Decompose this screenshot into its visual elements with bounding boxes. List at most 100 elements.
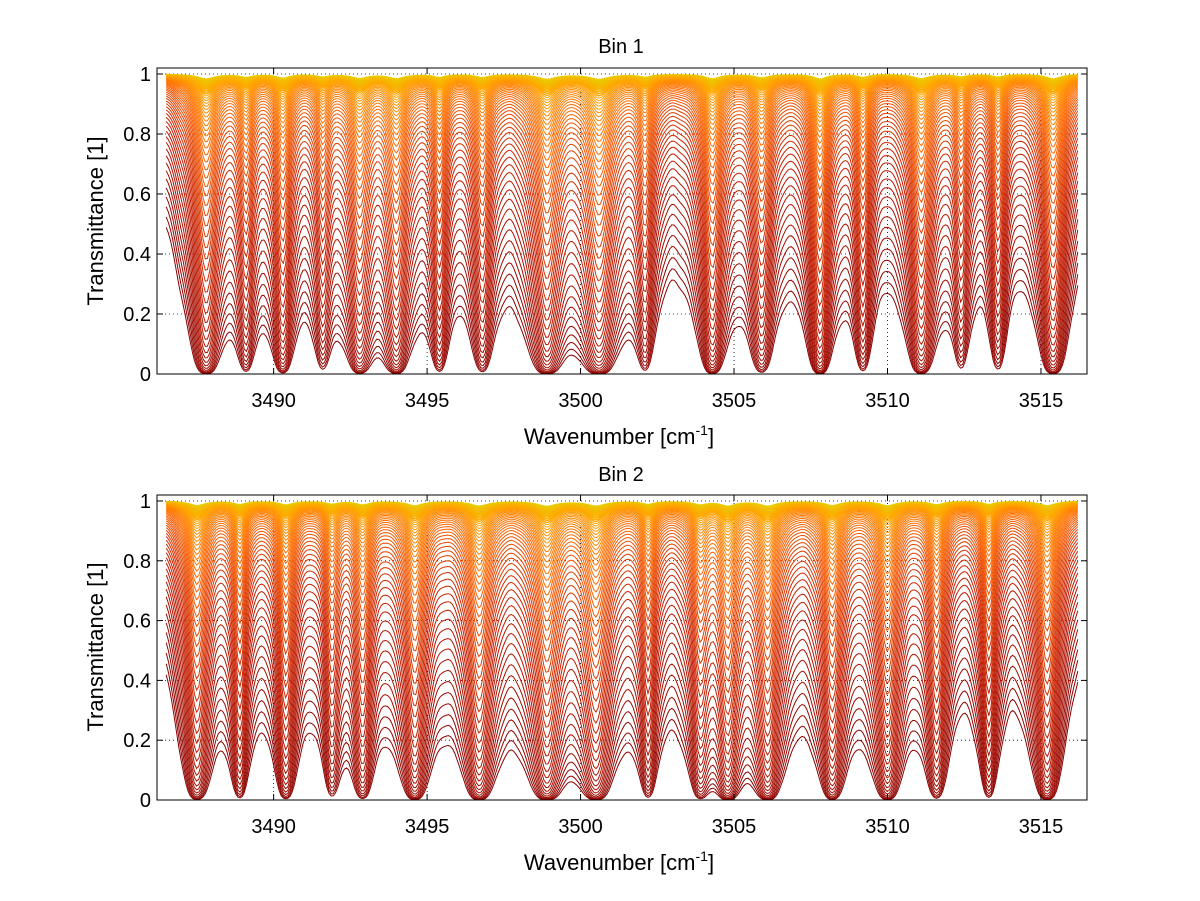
spectrum-line bbox=[165, 632, 1079, 799]
spectrum-line bbox=[165, 604, 1079, 792]
spectrum-line bbox=[165, 148, 1079, 359]
y-tick-label: 0.8 bbox=[123, 124, 151, 146]
spectrum-line bbox=[165, 513, 1079, 596]
spectrum-line bbox=[165, 103, 1079, 271]
y-ticks: 0 0.2 0.4 0.6 0.8 1 bbox=[123, 491, 1087, 812]
spectrum-line bbox=[166, 76, 1078, 107]
spectrum-line bbox=[166, 77, 1078, 110]
spectrum-line bbox=[165, 568, 1079, 765]
x-axis-label-text: Wavenumber [cm bbox=[524, 424, 696, 449]
spectrum-line bbox=[165, 552, 1079, 739]
spectrum-line bbox=[165, 170, 1079, 369]
y-tick-label: 1 bbox=[140, 64, 151, 86]
x-axis-label-end: ] bbox=[708, 850, 714, 875]
plot-area-frame bbox=[156, 67, 1088, 375]
x-tick-label: 3510 bbox=[865, 816, 910, 838]
y-tick-label: 0.8 bbox=[123, 551, 151, 573]
y-tick-label: 0.2 bbox=[123, 304, 151, 326]
spectrum-line bbox=[166, 84, 1079, 170]
spectrum-line bbox=[165, 613, 1079, 795]
spectrum-line bbox=[165, 520, 1079, 631]
x-tick-label: 3500 bbox=[558, 390, 603, 412]
spectrum-line bbox=[166, 506, 1078, 548]
y-axis-label: Transmittance [1] bbox=[83, 562, 108, 731]
spectrum-line bbox=[165, 674, 1079, 801]
spectrum-line bbox=[165, 588, 1079, 784]
x-ticks: 3490 3495 3500 3505 3510 3515 bbox=[251, 495, 1063, 838]
spectrum-line bbox=[165, 95, 1079, 237]
spectrum-line bbox=[166, 507, 1078, 553]
spectrum-line bbox=[165, 91, 1079, 216]
x-ticks: 3490 3495 3500 3505 3510 3515 bbox=[251, 68, 1063, 412]
spectrum-line bbox=[166, 503, 1078, 528]
x-tick-label: 3500 bbox=[558, 816, 603, 838]
spectrum-line bbox=[165, 547, 1079, 728]
spectrum-line bbox=[165, 516, 1079, 613]
y-tick-label: 0.6 bbox=[123, 184, 151, 206]
spectrum-line bbox=[165, 106, 1079, 282]
spectrum-line bbox=[165, 113, 1079, 303]
spectrum-line bbox=[165, 527, 1079, 662]
spectrum-line bbox=[165, 216, 1079, 375]
spectrum-line bbox=[166, 79, 1079, 126]
spectrum-line bbox=[166, 85, 1079, 178]
spectrum-line bbox=[166, 88, 1079, 196]
spectrum-line bbox=[165, 100, 1079, 259]
spectrum-line bbox=[165, 522, 1079, 641]
spectrum-line bbox=[165, 97, 1079, 248]
spectrum-line bbox=[166, 79, 1079, 131]
spectrum-line bbox=[165, 529, 1079, 673]
x-tick-label: 3490 bbox=[251, 390, 296, 412]
x-tick-label: 3505 bbox=[712, 816, 757, 838]
y-tick-label: 0 bbox=[140, 364, 151, 386]
y-ticks: 0 0.2 0.4 0.6 0.8 1 bbox=[123, 64, 1087, 386]
spectrum-line bbox=[166, 509, 1078, 568]
spectrum-line bbox=[165, 574, 1079, 772]
spectrum-line bbox=[165, 515, 1079, 604]
x-axis-label-end: ] bbox=[708, 424, 714, 449]
spectrum-line bbox=[165, 155, 1079, 363]
spectrum-line bbox=[166, 80, 1079, 142]
x-axis-label: Wavenumber [cm-1] bbox=[524, 848, 714, 875]
y-tick-label: 0.6 bbox=[123, 611, 151, 633]
spectrum-line bbox=[166, 80, 1079, 137]
spectra-series bbox=[165, 73, 1079, 375]
plot-area-frame bbox=[156, 494, 1088, 801]
spectrum-line bbox=[166, 78, 1079, 122]
spectrum-line bbox=[166, 76, 1078, 101]
x-axis-label-superscript: -1 bbox=[696, 848, 709, 864]
spectrum-line bbox=[165, 117, 1079, 313]
spectrum-line bbox=[165, 518, 1079, 622]
x-axis-label: Wavenumber [cm-1] bbox=[524, 422, 714, 449]
spectrum-line bbox=[166, 78, 1078, 118]
chart-bin-1: Bin 1 3490 3495 3500 3505 3510 3515 0 0.2 0.4 0.… bbox=[83, 36, 1088, 449]
spectrum-line bbox=[165, 557, 1079, 748]
spectra-series bbox=[165, 500, 1079, 801]
spectrum-line bbox=[165, 562, 1079, 757]
spectrum-line bbox=[166, 505, 1078, 540]
spectrum-line bbox=[165, 581, 1079, 779]
spectrum-line bbox=[166, 503, 1078, 524]
x-axis-label-text: Wavenumber [cm bbox=[524, 850, 696, 875]
spectrum-line bbox=[165, 130, 1079, 340]
spectrum-line bbox=[165, 162, 1079, 367]
spectrum-line bbox=[165, 125, 1079, 332]
spectrum-line bbox=[165, 136, 1079, 347]
spectrum-line bbox=[166, 504, 1078, 531]
spectrum-line bbox=[166, 82, 1079, 155]
spectrum-line bbox=[165, 524, 1079, 652]
spectrum-line bbox=[165, 622, 1079, 797]
spectrum-line bbox=[166, 503, 1078, 526]
spectrum-line bbox=[165, 539, 1079, 707]
spectrum-line bbox=[165, 536, 1079, 696]
spectrum-line bbox=[166, 83, 1079, 163]
spectrum-line bbox=[165, 196, 1079, 374]
spectrum-line bbox=[165, 206, 1079, 374]
spectrum-line bbox=[165, 596, 1079, 789]
spectrum-line bbox=[166, 511, 1079, 581]
spectrum-line bbox=[166, 77, 1078, 114]
spectrum-line bbox=[165, 187, 1079, 373]
y-tick-label: 0 bbox=[140, 790, 151, 812]
spectrum-line bbox=[165, 512, 1079, 588]
